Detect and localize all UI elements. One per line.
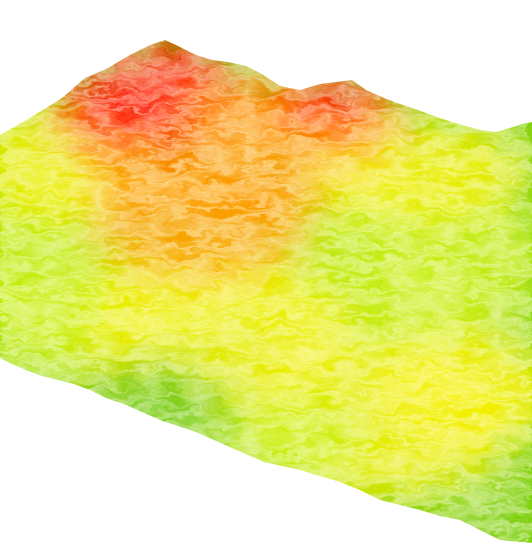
terrain-viewport[interactable] bbox=[0, 0, 532, 543]
terrain-surface bbox=[0, 40, 532, 543]
terrain-surface-icon bbox=[0, 40, 532, 543]
